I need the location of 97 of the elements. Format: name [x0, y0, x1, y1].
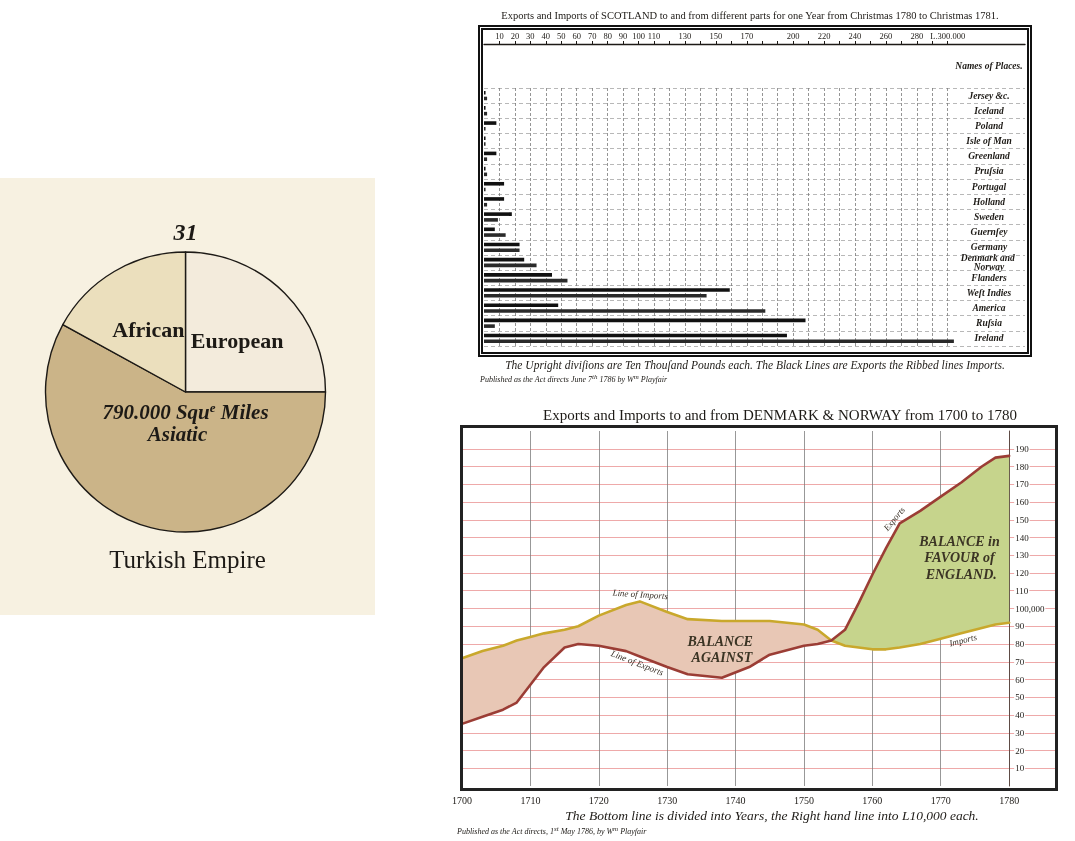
y-tick-label: 190	[1015, 443, 1030, 454]
y-tick-label: Poland	[975, 120, 1004, 131]
y-tick-label: 110	[1015, 585, 1029, 596]
bar	[484, 339, 954, 344]
y-tick-label: 100,000	[1015, 603, 1045, 614]
y-tick-label: Holland	[971, 196, 1006, 207]
x-tick-label: 1770	[930, 794, 951, 806]
x-tick-label: 110	[647, 30, 661, 41]
y-tick-label: Isle of Man	[965, 136, 1012, 147]
x-tick-label: 260	[879, 30, 893, 41]
y-tick-label: 140	[1015, 532, 1030, 543]
y-tick-label: 180	[1015, 461, 1030, 472]
bar	[484, 273, 553, 277]
line-series	[460, 454, 1011, 726]
x-tick-label: 90	[618, 30, 628, 41]
x-tick-label: 280	[910, 30, 924, 41]
x-tick-label: 220	[817, 30, 831, 41]
annotation: Imports	[947, 631, 979, 649]
y-tick-label: Weſt Indies	[966, 287, 1012, 298]
y-tick-label: 120	[1015, 568, 1030, 578]
x-tick-label: 1700	[452, 794, 472, 806]
text: 31	[172, 219, 198, 245]
x-tick-label: 170	[740, 30, 754, 41]
x-tick-label: 100	[632, 30, 645, 41]
x-tick-label: 1720	[588, 794, 609, 806]
bar	[484, 181, 505, 186]
y-tick-label: 80	[1015, 639, 1025, 649]
x-tick-label: 10	[495, 30, 504, 41]
y-tick-label: Greenland	[968, 151, 1011, 162]
y-tick-label: Iceland	[973, 105, 1005, 116]
y-tick-label: Portugal	[971, 181, 1007, 192]
y-tick-label: Guernſey	[970, 227, 1009, 238]
x-tick-label: 70	[587, 30, 597, 41]
y-tick-label: 50	[1015, 692, 1025, 703]
y-tick-label: 150	[1015, 514, 1030, 525]
annotation: Line of Imports	[611, 587, 669, 602]
y-tick-label: 170	[1015, 479, 1030, 490]
slice-label: African	[112, 316, 185, 342]
bar	[484, 309, 766, 313]
x-tick-label: 240	[848, 30, 862, 41]
x-tick-label: 1740	[725, 794, 746, 806]
bar	[484, 324, 495, 328]
x-tick-label: 1730	[657, 794, 678, 806]
bar	[484, 202, 488, 207]
annotation: BALANCE in FAVOUR of ENGLAND.	[918, 534, 1004, 582]
y-tick-label: 30	[1015, 727, 1025, 738]
x-tick-label: 60	[572, 30, 581, 41]
y-tick-label: 20	[1015, 745, 1025, 756]
bar	[484, 288, 730, 292]
x-tick-label: 80	[603, 30, 612, 41]
x-tick-label: 1780	[999, 794, 1020, 806]
bar	[484, 293, 707, 298]
y-tick-label: 70	[1015, 656, 1025, 667]
text: The Bottom line is divided into Years, the Right hand line into L10,000 each.	[565, 807, 979, 823]
line-series	[460, 600, 1011, 660]
annotation: BALANCE AGAINST	[686, 633, 757, 665]
text: The Upright diviſions are Ten Thouſand Pounds each. The Black Lines are Exports the Ribbed lines Imports.	[505, 359, 1005, 372]
x-tick-label: 1750	[793, 794, 814, 806]
y-tick-label: Germany	[970, 242, 1008, 253]
x-tick-label: 50	[557, 30, 566, 41]
y-tick-label: Flanders	[970, 272, 1007, 283]
y-tick-label: 130	[1015, 550, 1030, 561]
y-tick-label: 40	[1015, 710, 1025, 720]
y-tick-label: Denmark and Norway	[959, 253, 1018, 273]
x-tick-label: 40	[541, 30, 551, 41]
bar	[484, 121, 497, 125]
x-tick-label: 1710	[520, 794, 541, 806]
y-tick-label: 160	[1015, 497, 1030, 507]
x-tick-label: 130	[678, 30, 692, 41]
bar	[484, 227, 495, 232]
y-tick-label: 10	[1015, 763, 1025, 774]
x-tick-label: 20	[510, 30, 520, 41]
y-axis-title: Names of Places.	[954, 61, 1023, 71]
slice-label: European	[190, 327, 284, 353]
y-tick-label: 60	[1015, 674, 1025, 685]
x-tick-label: 200	[786, 30, 800, 41]
x-tick-label: 30	[526, 30, 535, 41]
y-tick-label: Pruſsia	[974, 166, 1004, 177]
y-tick-label: Ireland	[973, 333, 1004, 344]
y-tick-label: Sweden	[973, 212, 1005, 222]
chart-title: Exports and Imports of SCOTLAND to and from different parts for one Year from Christmas 1780 to Christmas 1781.	[501, 10, 999, 21]
y-tick-label: Jersey &c.	[967, 90, 1010, 101]
x-tick-label: 1760	[862, 794, 883, 806]
bar	[484, 248, 520, 253]
x-tick-label: 150	[709, 30, 723, 41]
y-tick-label: 90	[1015, 621, 1025, 632]
text: Turkish Empire	[109, 546, 266, 573]
x-tick-label: L.300.000	[930, 30, 966, 41]
bar	[484, 233, 506, 237]
chart-title: Exports and Imports to and from DENMARK & NORWAY from 1700 to 1780	[543, 406, 1017, 423]
bar	[484, 157, 488, 161]
bar	[484, 212, 512, 216]
bar	[484, 303, 559, 307]
y-tick-label: Ruſsia	[975, 318, 1003, 329]
bar	[484, 218, 498, 222]
y-tick-label: America	[971, 303, 1006, 314]
bar	[484, 197, 505, 201]
